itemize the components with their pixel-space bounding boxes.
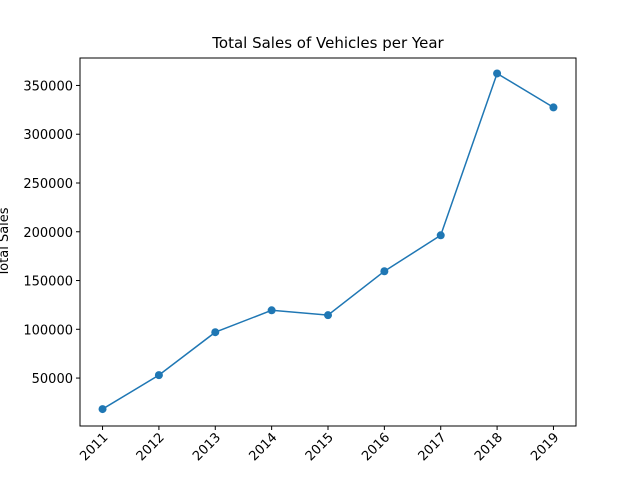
- point: [98, 405, 107, 414]
- chart-title: Total Sales of Vehicles per Year: [211, 34, 444, 52]
- line: [102, 72, 554, 410]
- y-tick-label: 200000: [23, 226, 73, 241]
- point: [324, 311, 332, 320]
- x-tick-label: 2019: [528, 430, 562, 464]
- x-tick-label: 2018: [472, 430, 506, 464]
- x-tick-label: 2012: [134, 430, 168, 464]
- point: [154, 371, 163, 380]
- y-axis-label: Total Sales: [0, 207, 12, 277]
- x-tick-label: 2014: [246, 430, 280, 464]
- point: [436, 231, 445, 240]
- x-tick-label: 2011: [77, 430, 111, 464]
- y-tick-label: 300000: [23, 128, 73, 143]
- y-tick-label: 250000: [23, 177, 73, 192]
- point: [493, 69, 502, 78]
- y-tick-label: 150000: [23, 275, 73, 290]
- x-tick-label: 2016: [359, 430, 393, 464]
- y-tick-label: 350000: [23, 79, 73, 94]
- point: [380, 267, 389, 276]
- point: [549, 103, 558, 112]
- point: [211, 328, 220, 337]
- y-tick-label: 100000: [23, 323, 73, 338]
- x-tick-label: 2017: [416, 430, 450, 464]
- y-tick-label: 50000: [32, 372, 73, 387]
- point: [267, 306, 276, 315]
- x-tick-label: 2013: [190, 430, 224, 464]
- plot-frame: [79, 57, 577, 427]
- x-tick-label: 2015: [303, 430, 337, 464]
